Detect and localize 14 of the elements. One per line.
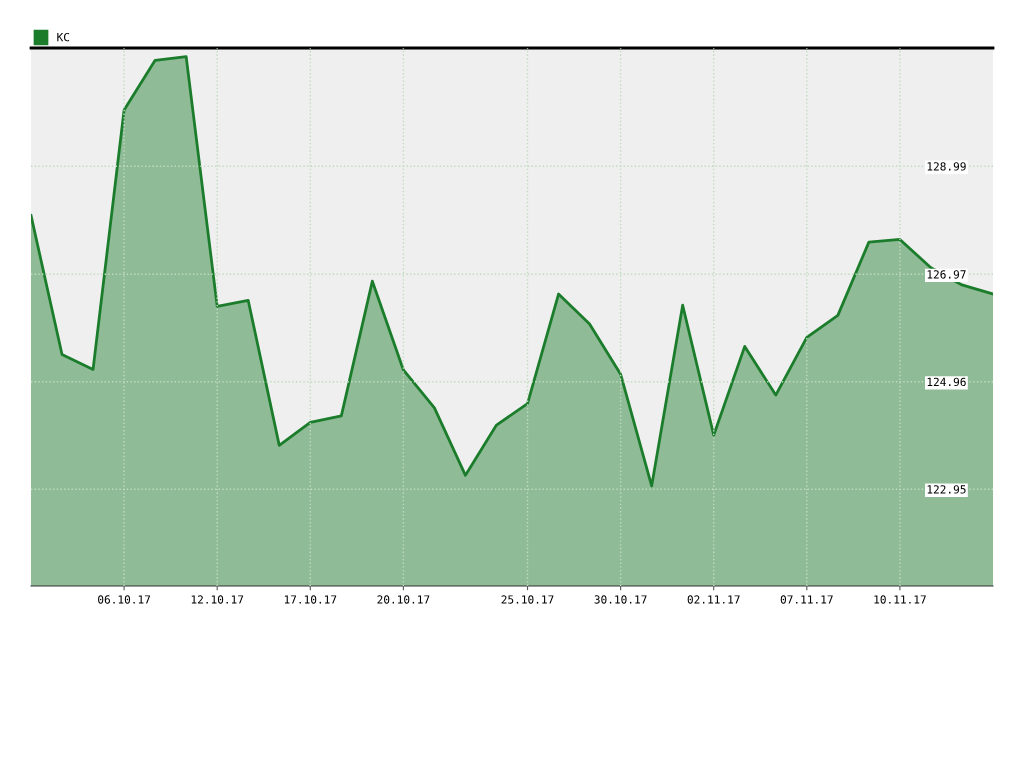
x-tick-label: 07.11.17 (780, 595, 833, 604)
y-tick-label: 122.95 (927, 485, 966, 494)
x-tick-label: 02.11.17 (687, 595, 740, 604)
y-tick-label: 128.99 (927, 162, 966, 171)
x-tick-label: 17.10.17 (284, 595, 337, 604)
x-tick-label: 06.10.17 (98, 595, 151, 604)
y-tick-label: 126.97 (927, 270, 966, 279)
x-tick-label: 10.11.17 (874, 595, 926, 604)
legend-label: КС (57, 32, 70, 42)
x-tick-label: 12.10.17 (191, 595, 244, 604)
y-tick-label: 124.96 (927, 377, 966, 387)
x-tick-label: 25.10.17 (501, 595, 554, 604)
x-tick-label: 20.10.17 (377, 595, 430, 604)
x-tick-label: 30.10.17 (594, 595, 647, 604)
